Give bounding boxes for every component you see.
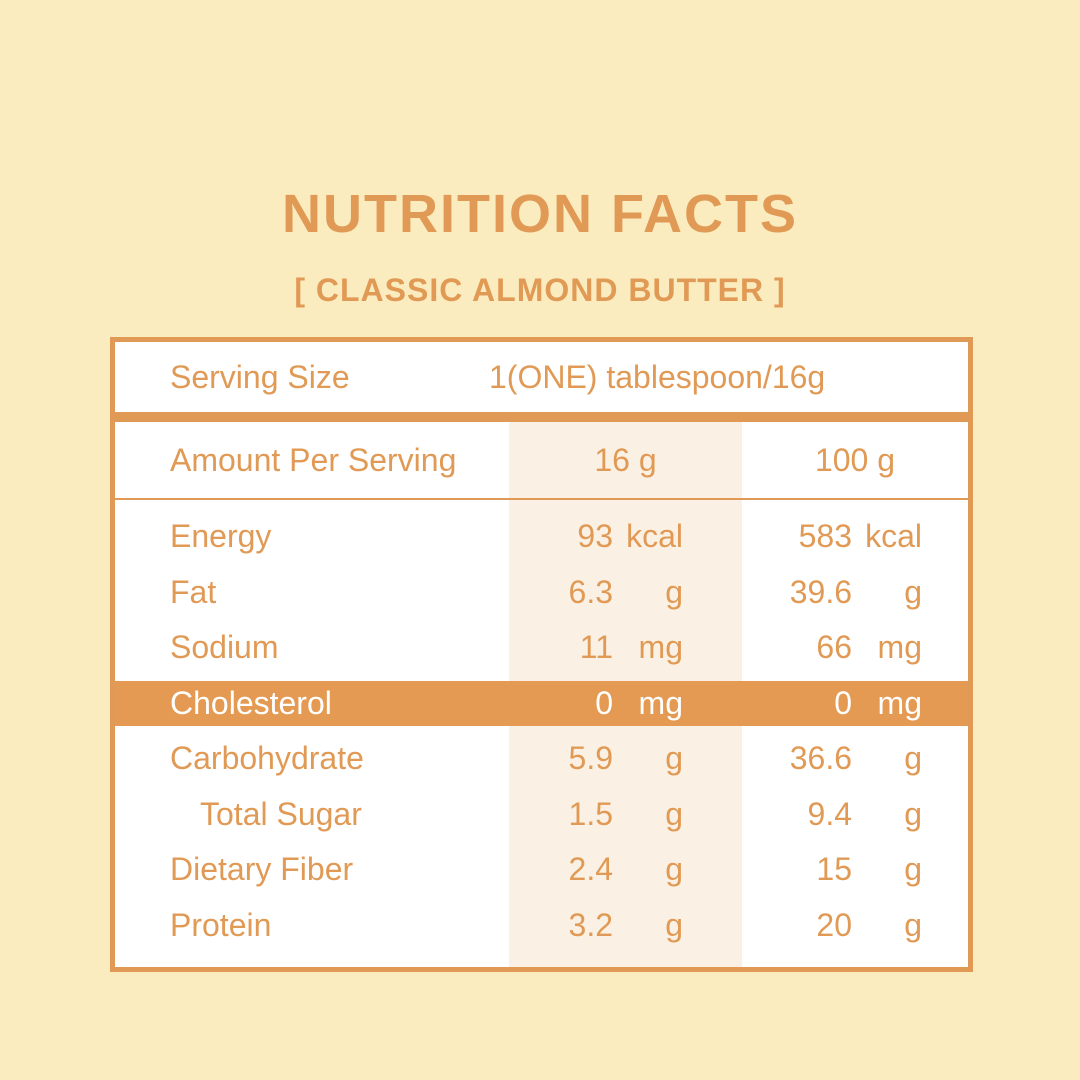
value-100g: 583 xyxy=(798,518,852,555)
table-row-energy: Energy 93 kcal 583 kcal xyxy=(115,509,968,565)
table-row-cholesterol-highlighted: Cholesterol 0 mg 0 mg xyxy=(115,680,968,726)
nutrient-label: Fat xyxy=(170,573,217,610)
header-divider xyxy=(115,498,968,500)
unit-100g: g xyxy=(904,906,922,943)
value-16g: 5.9 xyxy=(568,740,613,777)
nutrient-label: Cholesterol xyxy=(170,684,332,721)
value-16g: 1.5 xyxy=(568,795,613,832)
value-16g: 0 xyxy=(595,684,613,721)
nutrient-label: Sodium xyxy=(170,629,279,666)
unit-100g: g xyxy=(904,851,922,888)
table-row-dietary-fiber: Dietary Fiber 2.4 g 15 g xyxy=(115,842,968,898)
table-row-carbohydrate: Carbohydrate 5.9 g 36.6 g xyxy=(115,731,968,787)
value-100g: 20 xyxy=(816,906,852,943)
unit-100g: g xyxy=(904,573,922,610)
amount-per-serving-header: Amount Per Serving xyxy=(170,441,457,478)
value-100g: 39.6 xyxy=(789,573,852,610)
value-100g: 0 xyxy=(834,684,852,721)
serving-size-label: Serving Size xyxy=(170,358,350,395)
column-header-16g: 16 g xyxy=(594,441,657,478)
product-name-subtitle: [ CLASSIC ALMOND BUTTER ] xyxy=(294,272,786,308)
table-row-total-sugar: Total Sugar 1.5 g 9.4 g xyxy=(115,787,968,843)
unit-16g: kcal xyxy=(626,518,683,555)
unit-100g: kcal xyxy=(865,518,922,555)
unit-16g: g xyxy=(665,573,683,610)
column-header-100g: 100 g xyxy=(814,441,896,478)
value-16g: 3.2 xyxy=(568,906,613,943)
value-16g: 93 xyxy=(577,518,613,555)
unit-100g: mg xyxy=(877,684,922,721)
unit-16g: mg xyxy=(638,684,683,721)
nutrition-table: Amount Per Serving 16 g 100 g Energy 93 … xyxy=(110,417,973,972)
nutrient-rows: Energy 93 kcal 583 kcal Fat 6.3 g 39.6 g… xyxy=(115,500,968,953)
table-header-row: Amount Per Serving 16 g 100 g xyxy=(115,422,968,498)
nutrition-table-body: Amount Per Serving 16 g 100 g Energy 93 … xyxy=(115,422,968,967)
page-title: NUTRITION FACTS xyxy=(282,184,798,244)
table-row-fat: Fat 6.3 g 39.6 g xyxy=(115,565,968,621)
value-100g: 15 xyxy=(816,851,852,888)
unit-100g: mg xyxy=(877,629,922,666)
nutrient-label: Dietary Fiber xyxy=(170,851,354,888)
unit-16g: g xyxy=(665,906,683,943)
nutrient-label: Protein xyxy=(170,906,272,943)
table-row-protein: Protein 3.2 g 20 g xyxy=(115,898,968,954)
nutrient-label: Carbohydrate xyxy=(170,740,364,777)
value-100g: 66 xyxy=(816,629,852,666)
serving-size-value: 1(ONE) tablespoon/16g xyxy=(489,358,826,395)
unit-16g: mg xyxy=(638,629,683,666)
unit-100g: g xyxy=(904,740,922,777)
table-row-sodium: Sodium 11 mg 66 mg xyxy=(115,620,968,676)
unit-16g: g xyxy=(665,795,683,832)
value-100g: 9.4 xyxy=(807,795,852,832)
serving-size-box: Serving Size 1(ONE) tablespoon/16g xyxy=(110,337,973,417)
nutrient-label: Total Sugar xyxy=(200,795,362,832)
unit-100g: g xyxy=(904,795,922,832)
value-16g: 6.3 xyxy=(568,573,613,610)
value-16g: 11 xyxy=(579,629,613,666)
unit-16g: g xyxy=(665,851,683,888)
unit-16g: g xyxy=(665,740,683,777)
nutrient-label: Energy xyxy=(170,518,272,555)
value-16g: 2.4 xyxy=(568,851,613,888)
value-100g: 36.6 xyxy=(789,740,852,777)
